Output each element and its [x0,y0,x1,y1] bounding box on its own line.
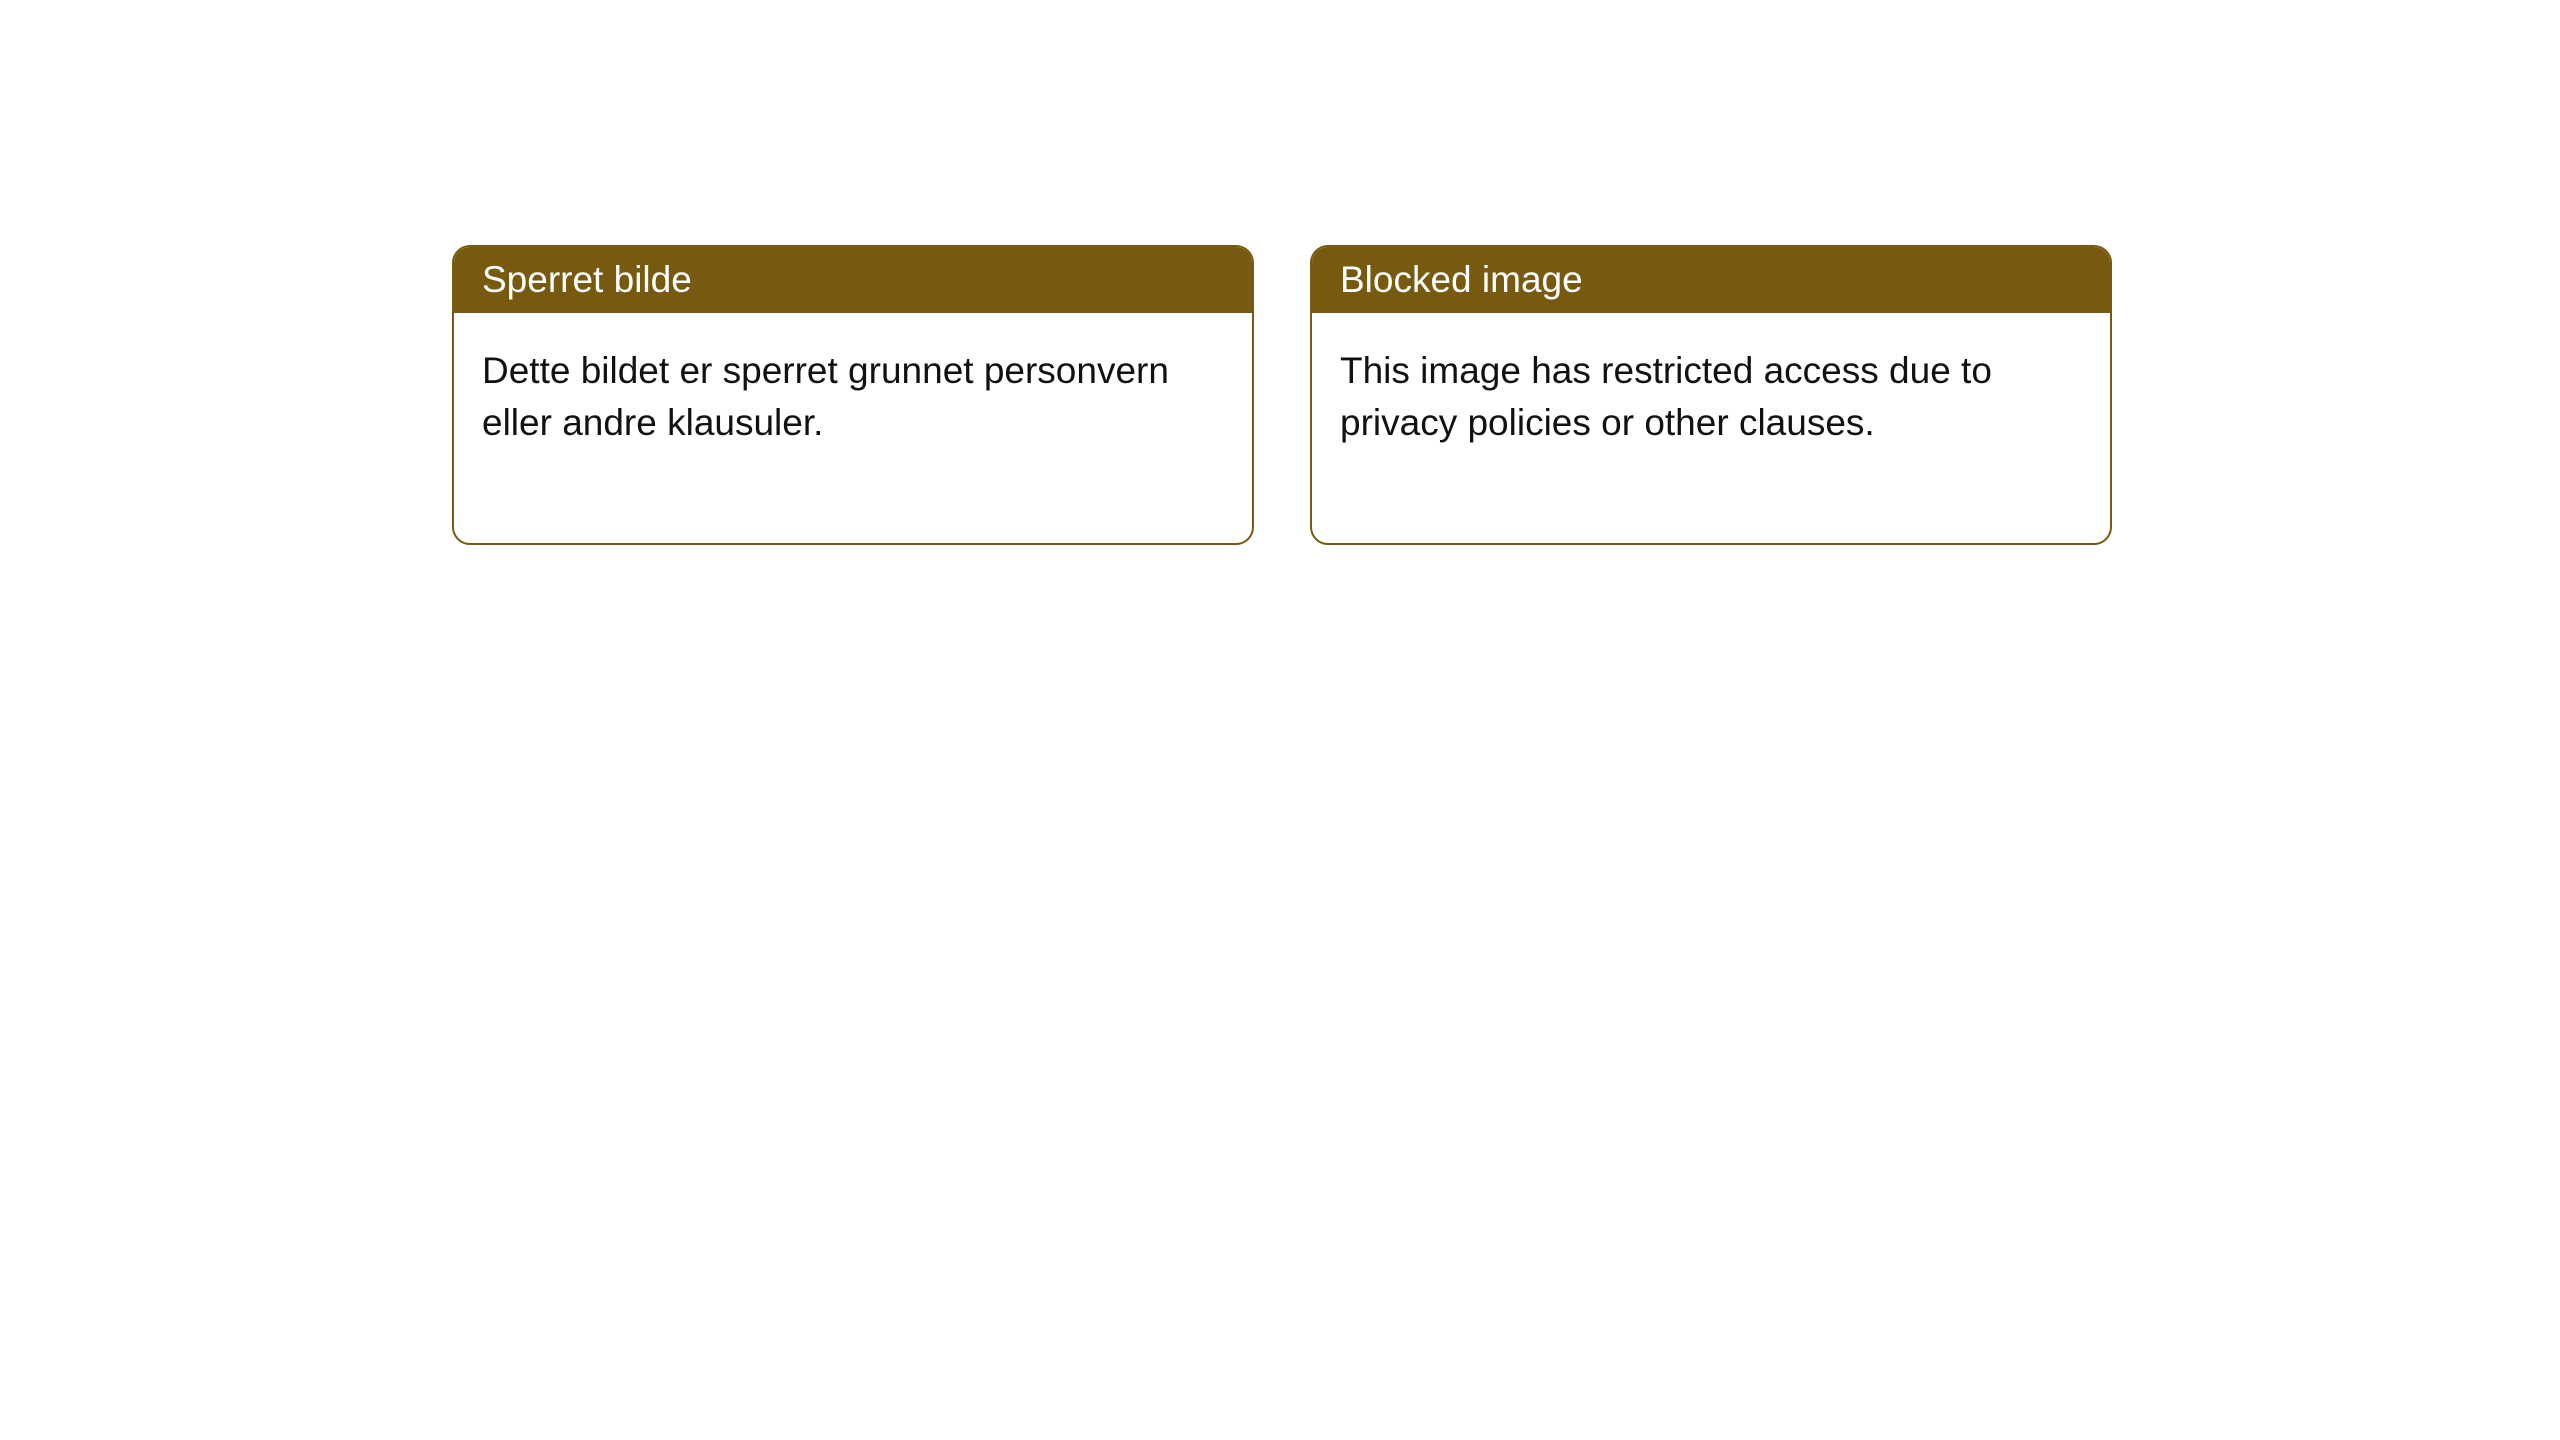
notice-card-row: Sperret bilde Dette bildet er sperret gr… [0,0,2560,545]
notice-card-norwegian: Sperret bilde Dette bildet er sperret gr… [452,245,1254,545]
notice-card-title: Sperret bilde [454,247,1252,313]
notice-card-body: This image has restricted access due to … [1312,313,2110,543]
notice-card-body: Dette bildet er sperret grunnet personve… [454,313,1252,543]
notice-card-title: Blocked image [1312,247,2110,313]
notice-card-english: Blocked image This image has restricted … [1310,245,2112,545]
